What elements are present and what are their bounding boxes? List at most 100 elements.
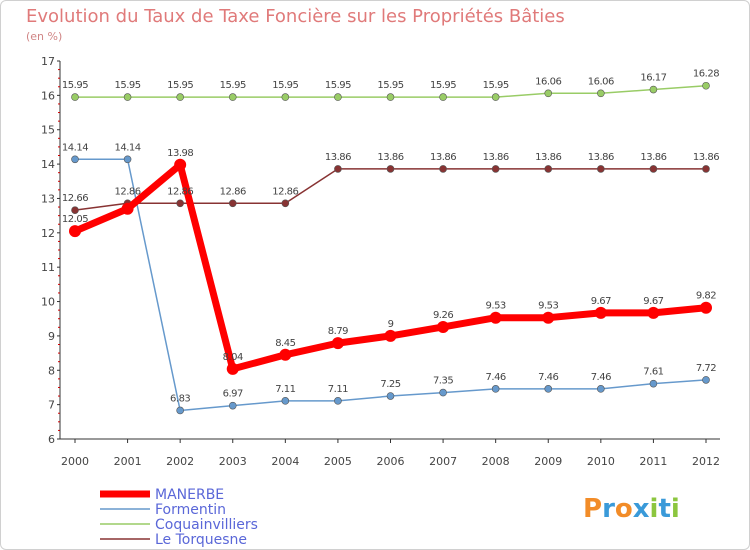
x-tick-label: 2004	[271, 455, 299, 468]
x-tick-label: 2001	[114, 455, 142, 468]
y-tick-label: 12	[41, 227, 55, 240]
data-label: 16.06	[588, 76, 614, 87]
y-tick-label: 17	[41, 55, 55, 68]
chart-title: Evolution du Taux de Taxe Foncière sur l…	[26, 6, 565, 27]
data-label: 16.17	[640, 73, 666, 84]
data-label: 16.28	[693, 69, 719, 80]
data-label: 15.95	[377, 80, 403, 91]
data-point	[386, 392, 395, 400]
data-label: 9.67	[591, 296, 611, 307]
data-point	[597, 385, 605, 393]
data-label: 13.86	[325, 152, 351, 163]
x-tick-label: 2012	[692, 455, 720, 468]
data-label: 8.79	[328, 326, 348, 337]
data-point	[279, 348, 292, 361]
x-tick-label: 2003	[219, 455, 247, 468]
data-point	[331, 337, 344, 350]
data-label: 16.06	[535, 76, 561, 87]
data-label: 15.95	[430, 80, 456, 91]
chart-subtitle: (en %)	[26, 30, 62, 43]
data-label: 15.95	[167, 80, 193, 91]
data-point	[439, 165, 447, 173]
data-label: 8.04	[223, 352, 243, 363]
data-point	[384, 329, 397, 342]
legend-entry: Le Torquesne	[155, 532, 247, 548]
data-point	[437, 320, 450, 333]
data-point	[123, 155, 132, 164]
data-label: 12.86	[167, 186, 193, 197]
data-point	[700, 301, 712, 314]
data-label: 7.25	[380, 379, 400, 390]
data-label: 9.53	[538, 301, 558, 312]
data-label: 15.95	[325, 80, 351, 91]
x-tick-label: 2000	[61, 455, 89, 468]
data-label: 15.95	[115, 80, 141, 91]
data-point	[386, 93, 395, 101]
data-point	[69, 225, 81, 238]
data-label: 7.46	[538, 372, 558, 383]
data-point	[702, 81, 710, 90]
data-label: 9.26	[433, 310, 453, 321]
data-point	[228, 401, 237, 410]
data-point	[702, 376, 710, 384]
data-point	[226, 362, 239, 375]
data-point	[544, 165, 553, 173]
data-label: 13.98	[167, 148, 193, 159]
data-point	[71, 155, 79, 164]
data-label: 15.95	[483, 80, 509, 91]
data-point	[491, 385, 500, 393]
data-point	[176, 199, 184, 208]
data-label: 13.86	[693, 152, 719, 163]
data-point	[544, 89, 553, 98]
plot-area: 12.05 13.98 8.04 8.45 8.79 9 9.26 9.53 9.53 9.67 9…	[62, 69, 720, 415]
axes: 6 7 8 9 10 11 12 13 14 15 16 17 2000 2001 2002 2003 2004…	[41, 55, 720, 468]
data-label: 9	[388, 319, 394, 330]
x-tick-label: 2006	[377, 455, 405, 468]
y-tick-label: 11	[41, 261, 55, 274]
data-point	[176, 406, 184, 415]
y-tick-label: 10	[41, 296, 55, 309]
y-tick-label: 13	[41, 192, 55, 205]
data-label: 12.86	[272, 186, 298, 197]
legend-entry: Formentin	[155, 502, 226, 518]
data-label: 13.86	[588, 152, 614, 163]
data-point	[71, 206, 79, 214]
data-point	[491, 93, 500, 101]
y-tick-label: 16	[41, 89, 55, 102]
data-point	[334, 165, 342, 173]
data-label: 13.86	[377, 152, 403, 163]
data-point	[597, 165, 605, 173]
data-point	[281, 199, 290, 208]
data-label: 9.67	[643, 296, 663, 307]
x-tick-label: 2002	[166, 455, 194, 468]
logo-letter: P	[583, 494, 602, 524]
data-point	[281, 397, 290, 405]
logo-letter: o	[615, 494, 633, 524]
logo-letter: t	[658, 494, 670, 524]
data-point	[439, 93, 447, 101]
data-label: 13.86	[483, 152, 509, 163]
data-label: 15.95	[62, 80, 88, 91]
data-label: 13.86	[640, 152, 666, 163]
x-tick-label: 2007	[429, 455, 457, 468]
data-point	[594, 306, 607, 319]
y-tick-label: 7	[48, 399, 55, 412]
data-label: 8.45	[275, 338, 295, 349]
data-point	[386, 165, 395, 173]
data-label: 12.86	[220, 186, 246, 197]
data-label: 13.86	[535, 152, 561, 163]
x-tick-label: 2011	[639, 455, 667, 468]
y-tick-label: 15	[41, 124, 55, 137]
data-point	[649, 165, 658, 173]
y-tick-label: 8	[48, 364, 55, 377]
data-label: 7.35	[433, 376, 453, 387]
y-tick-label: 14	[41, 158, 55, 171]
y-tick-label: 9	[48, 330, 55, 343]
y-tick-label: 6	[48, 433, 55, 446]
data-point	[228, 199, 237, 208]
data-label: 6.83	[170, 393, 190, 404]
data-point	[334, 397, 342, 405]
data-point	[176, 93, 184, 101]
data-label: 9.53	[486, 301, 506, 312]
data-label: 7.46	[591, 372, 611, 383]
